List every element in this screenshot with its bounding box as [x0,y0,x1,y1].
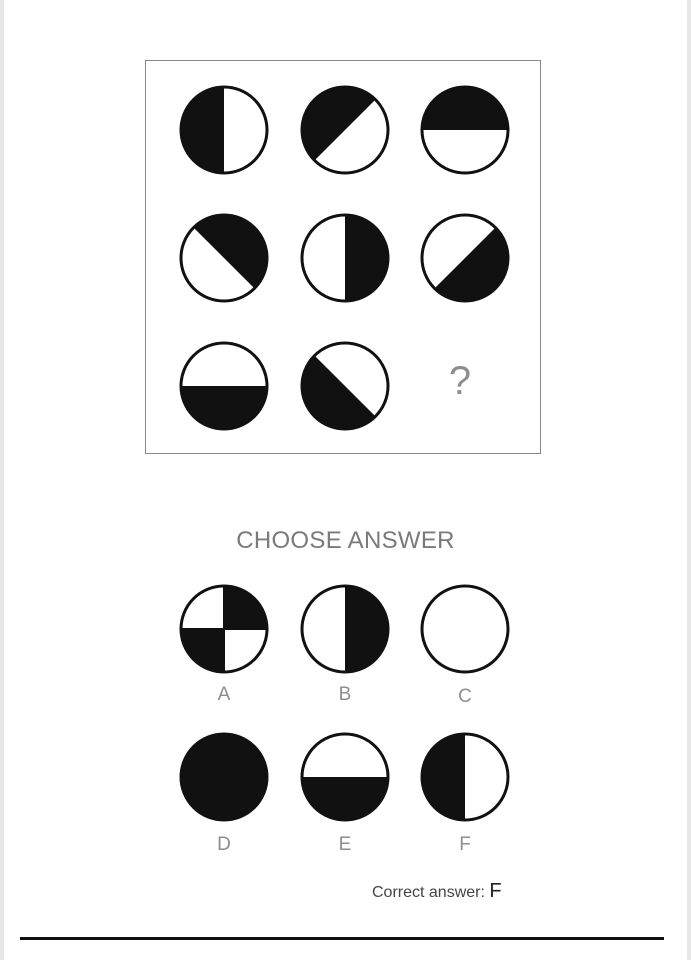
black-half [302,777,388,820]
black-half [301,355,376,430]
circle-outline [179,213,269,303]
circle-outline [420,213,510,303]
black-half [345,215,388,301]
black-quarter-bottom-left [181,629,224,672]
circle-outline [300,85,390,175]
black-half [181,386,267,429]
circle-outline [179,732,269,822]
grid-cell-3 [420,85,510,175]
circle-outline [300,341,390,431]
option-b-circle[interactable] [299,583,391,675]
black-half [181,87,224,173]
correct-answer-prefix: Correct answer: [372,884,485,901]
black-half [434,227,509,302]
black-half [193,214,268,289]
bottom-divider [20,937,664,940]
puzzle-grid-frame [145,60,541,454]
grid-cell-6 [420,213,510,303]
circle-outline [420,85,510,175]
grid-cell-1 [179,85,269,175]
grid-cell-5 [300,213,390,303]
correct-answer-value: F [489,880,502,902]
grid-cell-8 [300,341,390,431]
option-e-circle[interactable] [299,731,391,823]
option-c-circle[interactable] [419,583,511,675]
black-half [422,87,508,130]
circle-background [422,586,508,672]
puzzle-page: ? CHOOSE ANSWER A B C D E F Correct answ… [4,0,687,960]
black-quarter-top-right [224,586,267,629]
circle-outline [300,732,390,822]
grid-cell-2 [300,85,390,175]
black-half [301,86,376,161]
option-d-circle[interactable] [178,731,270,823]
circle-outline [179,85,269,175]
choose-answer-heading: CHOOSE ANSWER [236,527,455,554]
missing-cell-question-mark: ? [448,359,472,403]
option-b-label: B [338,684,352,705]
circle-outline [179,341,269,431]
circle-outline [300,213,390,303]
circle-outline [420,584,510,674]
option-a-label: A [217,684,231,705]
option-f-circle[interactable] [419,731,511,823]
option-c-label: C [458,686,472,707]
correct-answer-note: Correct answer: F [372,880,502,903]
grid-cell-7 [179,341,269,431]
option-a-circle[interactable] [178,583,270,675]
option-e-label: E [338,834,352,855]
option-d-label: D [217,834,231,855]
option-f-label: F [459,834,471,855]
circle-background [181,734,267,820]
circle-outline [420,732,510,822]
black-half [345,586,388,672]
black-half [422,734,465,820]
circle-outline [179,584,269,674]
circle-outline [300,584,390,674]
grid-cell-4 [179,213,269,303]
